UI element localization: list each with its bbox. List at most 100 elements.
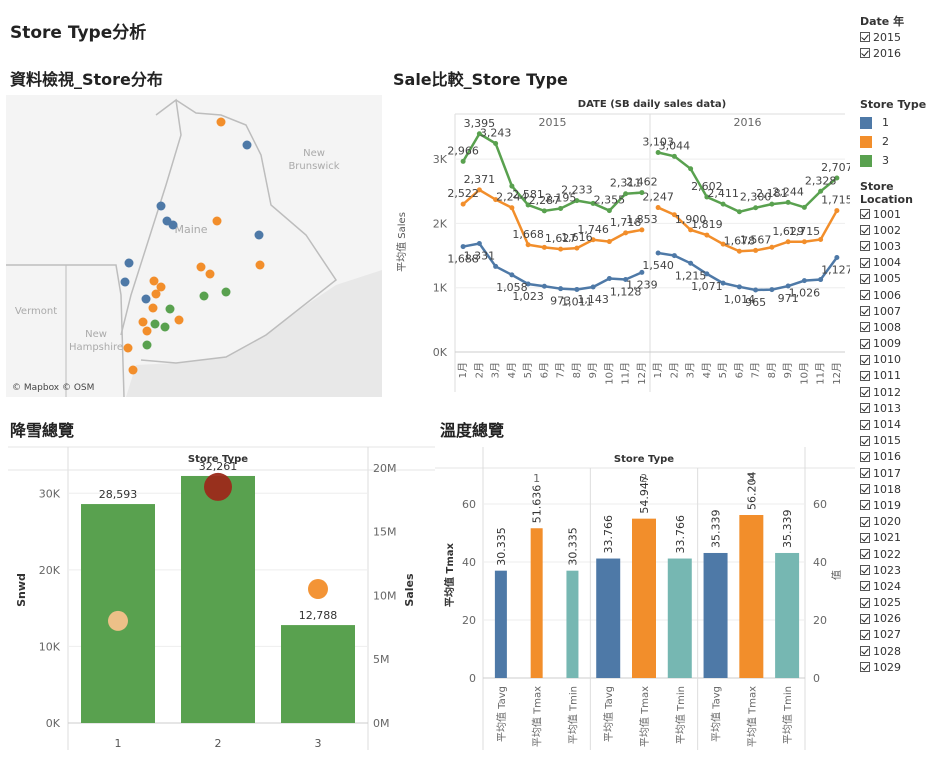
map-canvas: New Brunswick Maine Vermont New Hampshir… bbox=[6, 95, 382, 397]
store-point[interactable] bbox=[165, 304, 175, 314]
store-point[interactable] bbox=[254, 230, 264, 240]
store-point[interactable] bbox=[212, 216, 222, 226]
legend-item-type-1[interactable]: 1 bbox=[860, 113, 944, 132]
location-option-1013[interactable]: 1013 bbox=[860, 400, 944, 416]
legend-swatch bbox=[860, 116, 872, 129]
checkbox-checked-icon[interactable] bbox=[860, 435, 870, 446]
checkbox-checked-icon[interactable] bbox=[860, 225, 870, 236]
location-option-1004[interactable]: 1004 bbox=[860, 255, 944, 271]
store-point[interactable] bbox=[196, 262, 206, 272]
checkbox-checked-icon[interactable] bbox=[860, 322, 870, 333]
checkbox-checked-icon[interactable] bbox=[860, 662, 870, 673]
checkbox-checked-icon[interactable] bbox=[860, 354, 870, 365]
checkbox-checked-icon[interactable] bbox=[860, 370, 870, 381]
location-option-1018[interactable]: 1018 bbox=[860, 481, 944, 497]
checkbox-checked-icon[interactable] bbox=[860, 290, 870, 301]
checkbox-checked-icon[interactable] bbox=[860, 209, 870, 220]
location-option-1026[interactable]: 1026 bbox=[860, 611, 944, 627]
checkbox-checked-icon[interactable] bbox=[860, 549, 870, 560]
store-point[interactable] bbox=[142, 340, 152, 350]
location-option-1017[interactable]: 1017 bbox=[860, 465, 944, 481]
checkbox-checked-icon[interactable] bbox=[860, 532, 870, 543]
location-option-1012[interactable]: 1012 bbox=[860, 384, 944, 400]
checkbox-checked-icon[interactable] bbox=[860, 646, 870, 657]
store-point[interactable] bbox=[148, 303, 158, 313]
store-point[interactable] bbox=[168, 220, 178, 230]
checkbox-checked-icon[interactable] bbox=[860, 419, 870, 430]
store-point[interactable] bbox=[156, 201, 166, 211]
checkbox-checked-icon[interactable] bbox=[860, 273, 870, 284]
store-point[interactable] bbox=[123, 343, 133, 353]
date-option-2015[interactable]: 2015 bbox=[860, 29, 944, 45]
checkbox-checked-icon[interactable] bbox=[860, 48, 870, 59]
checkbox-checked-icon[interactable] bbox=[860, 484, 870, 495]
store-point[interactable] bbox=[242, 140, 252, 150]
location-option-1022[interactable]: 1022 bbox=[860, 546, 944, 562]
checkbox-checked-icon[interactable] bbox=[860, 306, 870, 317]
location-option-1025[interactable]: 1025 bbox=[860, 595, 944, 611]
store-map[interactable]: New Brunswick Maine Vermont New Hampshir… bbox=[6, 95, 382, 397]
x-tick-label: 平均值 Tavg bbox=[495, 686, 508, 742]
x-tick-label: 11月 bbox=[815, 362, 827, 385]
checkbox-checked-icon[interactable] bbox=[860, 565, 870, 576]
location-option-1002[interactable]: 1002 bbox=[860, 222, 944, 238]
store-point[interactable] bbox=[156, 282, 166, 292]
store-point[interactable] bbox=[128, 365, 138, 375]
location-option-1015[interactable]: 1015 bbox=[860, 433, 944, 449]
legend-item-type-2[interactable]: 2 bbox=[860, 132, 944, 151]
store-point[interactable] bbox=[255, 260, 265, 270]
store-point[interactable] bbox=[120, 277, 130, 287]
checkbox-checked-icon[interactable] bbox=[860, 500, 870, 511]
store-point[interactable] bbox=[160, 322, 170, 332]
location-option-1029[interactable]: 1029 bbox=[860, 659, 944, 675]
checkbox-checked-icon[interactable] bbox=[860, 613, 870, 624]
store-point[interactable] bbox=[151, 289, 161, 299]
store-point[interactable] bbox=[141, 294, 151, 304]
checkbox-checked-icon[interactable] bbox=[860, 516, 870, 527]
store-point[interactable] bbox=[199, 291, 209, 301]
checkbox-checked-icon[interactable] bbox=[860, 32, 870, 43]
store-point[interactable] bbox=[216, 117, 226, 127]
location-option-1008[interactable]: 1008 bbox=[860, 319, 944, 335]
legend-item-type-3[interactable]: 3 bbox=[860, 151, 944, 170]
checkbox-checked-icon[interactable] bbox=[860, 468, 870, 479]
store-point[interactable] bbox=[142, 326, 152, 336]
store-point[interactable] bbox=[150, 319, 160, 329]
map-attribution[interactable]: © Mapbox © OSM bbox=[12, 383, 95, 393]
date-option-2016[interactable]: 2016 bbox=[860, 45, 944, 61]
location-option-1019[interactable]: 1019 bbox=[860, 497, 944, 513]
store-point[interactable] bbox=[138, 317, 148, 327]
location-option-1016[interactable]: 1016 bbox=[860, 449, 944, 465]
checkbox-checked-icon[interactable] bbox=[860, 597, 870, 608]
location-option-1007[interactable]: 1007 bbox=[860, 303, 944, 319]
location-option-1028[interactable]: 1028 bbox=[860, 643, 944, 659]
series-point bbox=[493, 197, 499, 203]
location-option-1006[interactable]: 1006 bbox=[860, 287, 944, 303]
location-option-1024[interactable]: 1024 bbox=[860, 578, 944, 594]
location-option-1021[interactable]: 1021 bbox=[860, 530, 944, 546]
store-point[interactable] bbox=[149, 276, 159, 286]
location-option-1014[interactable]: 1014 bbox=[860, 416, 944, 432]
location-option-1011[interactable]: 1011 bbox=[860, 368, 944, 384]
series-point bbox=[558, 246, 564, 252]
checkbox-checked-icon[interactable] bbox=[860, 257, 870, 268]
checkbox-checked-icon[interactable] bbox=[860, 451, 870, 462]
store-point[interactable] bbox=[124, 258, 134, 268]
location-option-1023[interactable]: 1023 bbox=[860, 562, 944, 578]
store-point[interactable] bbox=[221, 287, 231, 297]
location-option-1020[interactable]: 1020 bbox=[860, 514, 944, 530]
checkbox-checked-icon[interactable] bbox=[860, 629, 870, 640]
location-option-1005[interactable]: 1005 bbox=[860, 271, 944, 287]
location-option-1010[interactable]: 1010 bbox=[860, 352, 944, 368]
location-option-1003[interactable]: 1003 bbox=[860, 238, 944, 254]
checkbox-checked-icon[interactable] bbox=[860, 581, 870, 592]
location-option-1001[interactable]: 1001 bbox=[860, 206, 944, 222]
store-point[interactable] bbox=[174, 315, 184, 325]
checkbox-checked-icon[interactable] bbox=[860, 338, 870, 349]
checkbox-checked-icon[interactable] bbox=[860, 387, 870, 398]
location-option-1009[interactable]: 1009 bbox=[860, 336, 944, 352]
store-point[interactable] bbox=[205, 269, 215, 279]
checkbox-checked-icon[interactable] bbox=[860, 403, 870, 414]
location-option-1027[interactable]: 1027 bbox=[860, 627, 944, 643]
checkbox-checked-icon[interactable] bbox=[860, 241, 870, 252]
